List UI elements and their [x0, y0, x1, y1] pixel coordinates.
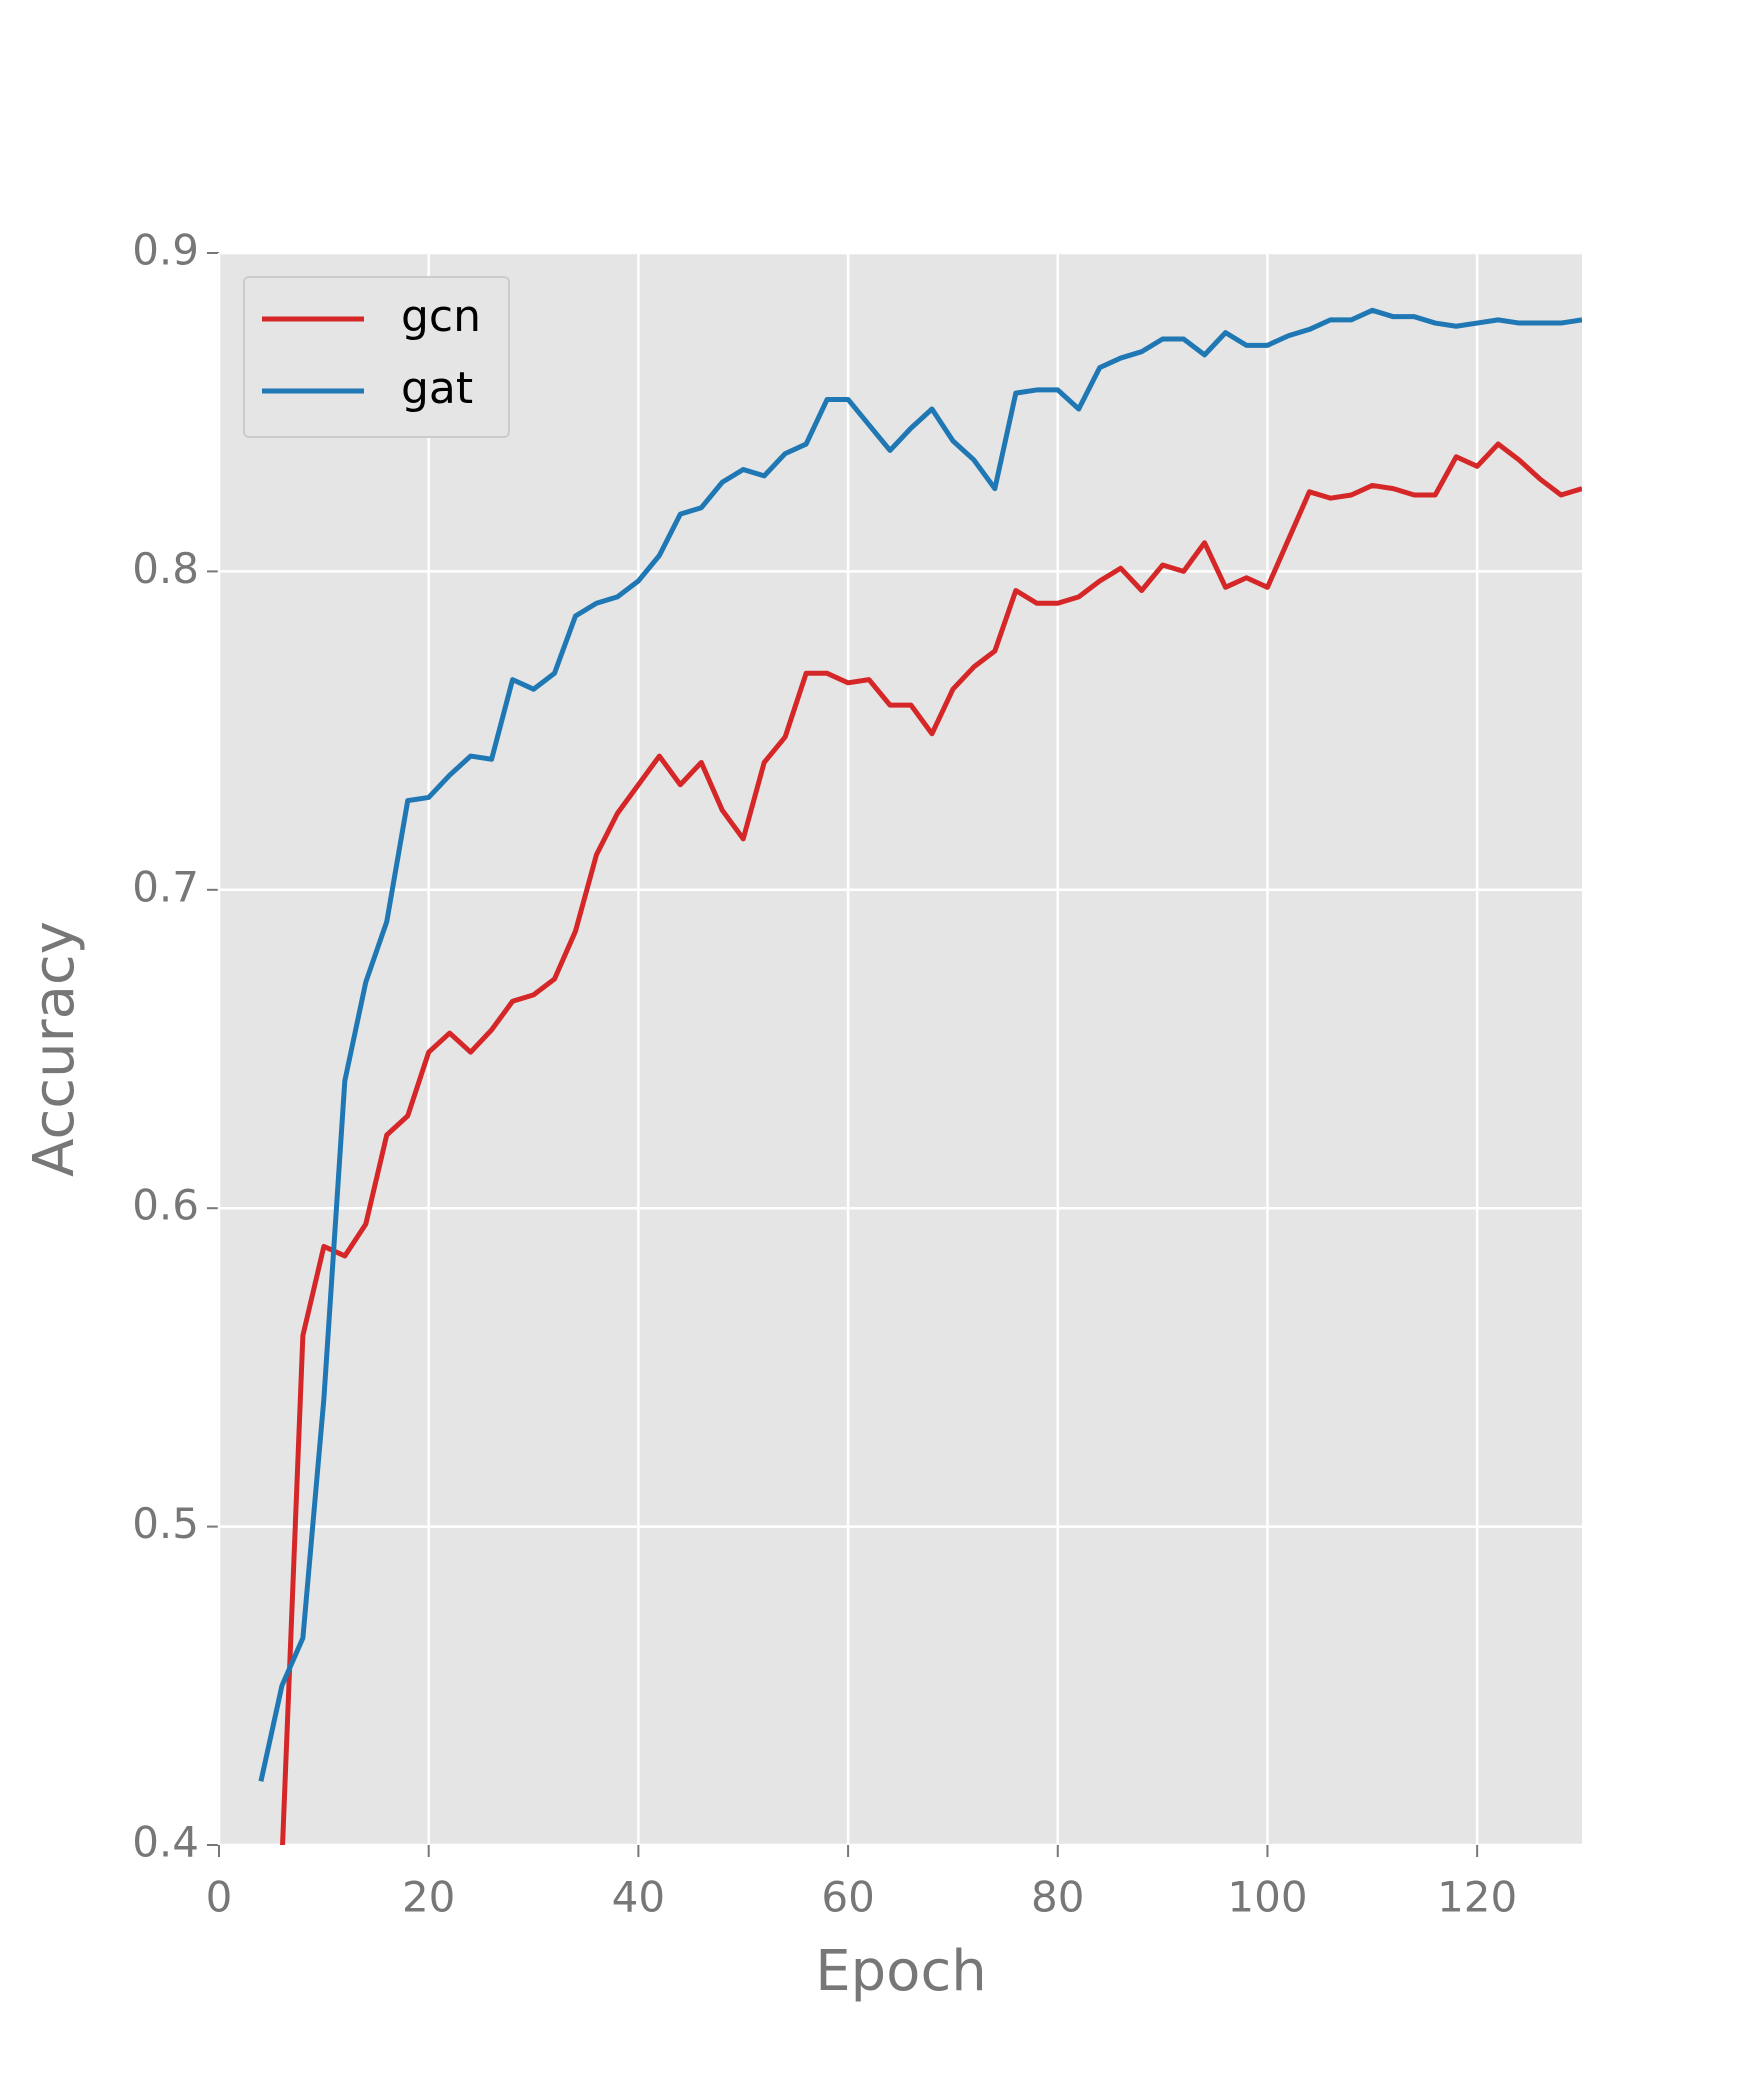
legend: gcn gat	[243, 276, 510, 438]
grid: 0.4 0.5 0.6 0.7 0.8 0.9 0 20 40 60 80 100 120	[132, 226, 1582, 1922]
x-tick-label: 60	[821, 1873, 874, 1922]
series-line	[258, 307, 1582, 1782]
x-tick-label: 40	[612, 1873, 665, 1922]
x-tick-label: 80	[1031, 1873, 1084, 1922]
y-tick-label: 0.9	[132, 226, 199, 275]
y-tick-label: 0.4	[132, 1818, 199, 1867]
legend-label: gcn	[401, 291, 481, 342]
lines	[258, 307, 1582, 1845]
y-axis-label: Accuracy	[22, 921, 87, 1177]
legend-label: gat	[401, 363, 473, 414]
x-tick-label: 20	[402, 1873, 455, 1922]
x-tick-label: 0	[206, 1873, 233, 1922]
x-axis-label: Epoch	[815, 1939, 986, 2004]
x-tick-label: 120	[1437, 1873, 1517, 1922]
y-tick-label: 0.6	[132, 1181, 199, 1230]
series-line	[280, 441, 1582, 1845]
plot-area	[219, 253, 1582, 1845]
y-tick-label: 0.8	[132, 544, 199, 593]
y-tick-label: 0.7	[132, 862, 199, 911]
x-tick-label: 100	[1227, 1873, 1307, 1922]
y-tick-label: 0.5	[132, 1499, 199, 1548]
